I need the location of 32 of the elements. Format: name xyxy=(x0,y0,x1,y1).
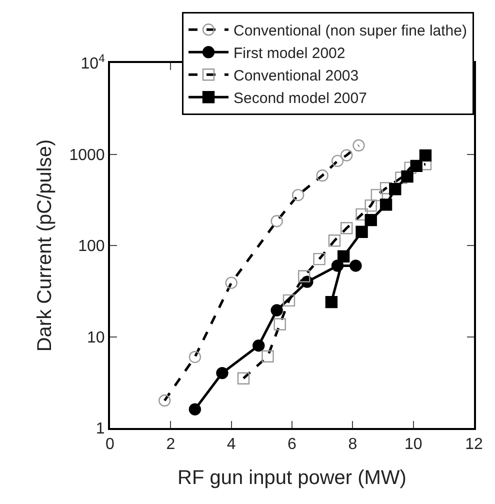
legend-label: First model 2002 xyxy=(234,45,346,62)
point xyxy=(380,198,392,211)
x-tick-label: 8 xyxy=(348,436,358,454)
x-tick-label: 0 xyxy=(106,436,115,454)
x-tick-label: 10 xyxy=(404,436,422,454)
point xyxy=(401,170,414,183)
y-tick-label: 10$^{4}$ xyxy=(80,52,105,73)
point xyxy=(270,304,283,316)
legend-label: Conventional (non super fine lathe) xyxy=(234,22,467,40)
point xyxy=(325,296,338,308)
point xyxy=(188,403,202,416)
y-tick-label: 100 xyxy=(78,238,105,256)
x-tick-label: 4 xyxy=(226,436,236,454)
x-tick-label: 2 xyxy=(166,436,176,454)
legend-label: Second model 2007 xyxy=(234,90,367,107)
point xyxy=(356,226,368,238)
y-tick-label: 10 xyxy=(87,329,105,346)
y-axis-title: Dark Current (pC/pulse) xyxy=(34,139,56,352)
point xyxy=(252,339,265,352)
point xyxy=(350,260,362,272)
x-tick-label: 6 xyxy=(288,436,297,454)
y-tick-label: 1000 xyxy=(69,146,105,164)
y-tick-label: 1 xyxy=(96,420,105,438)
point xyxy=(364,214,377,226)
point xyxy=(337,250,350,262)
point xyxy=(216,366,228,380)
point xyxy=(389,183,402,196)
point xyxy=(410,160,422,172)
point xyxy=(419,149,432,162)
x-tick-label: 12 xyxy=(465,436,483,454)
x-axis-title: RF gun input power (MW) xyxy=(178,467,406,490)
legend-label: Conventional 2003 xyxy=(234,68,359,84)
